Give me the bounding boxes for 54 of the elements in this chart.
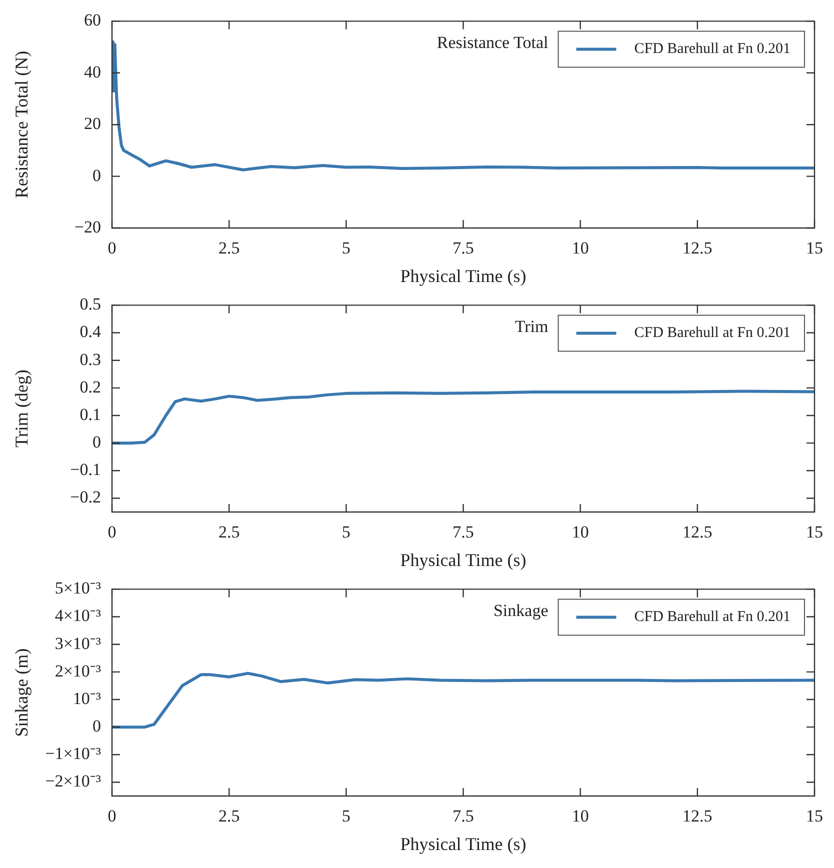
y-tick-label: 0 xyxy=(92,432,101,452)
y-tick-label: −1×10⁻³ xyxy=(45,744,101,764)
y-tick-label: 40 xyxy=(84,62,101,82)
x-tick-label: 0 xyxy=(108,806,116,826)
y-tick-label: −0.2 xyxy=(70,488,101,507)
text: Resistance Total xyxy=(436,33,549,52)
x-tick-label: 2.5 xyxy=(218,806,240,826)
x-tick-label: 5 xyxy=(342,238,350,258)
x-tick-label: 2.5 xyxy=(218,522,240,542)
y-tick-label: 2×10⁻³ xyxy=(54,661,101,680)
legend-label: CFD Barehull at Fn 0.201 xyxy=(634,609,790,626)
x-tick-label: 10 xyxy=(572,238,589,258)
x-tick-label: 5 xyxy=(342,522,350,542)
y-tick-label: −0.1 xyxy=(70,460,101,480)
y-tick-label: 0 xyxy=(92,716,101,736)
x-tick-label: 10 xyxy=(572,522,589,542)
x-tick-label: 12.5 xyxy=(682,806,712,826)
legend-label: CFD Barehull at Fn 0.201 xyxy=(634,41,790,58)
text: Trim xyxy=(514,317,548,336)
y-tick-label: 5×10⁻³ xyxy=(54,578,101,598)
x-tick-label: 7.5 xyxy=(452,806,474,826)
text: Sinkage xyxy=(493,601,548,620)
y-tick-label: 0.4 xyxy=(80,322,102,342)
x-axis-title: Physical Time (s) xyxy=(400,834,526,854)
x-tick-label: 10 xyxy=(572,806,589,826)
x-tick-label: 2.5 xyxy=(218,238,240,258)
y-tick-label: 0.1 xyxy=(80,404,101,424)
x-tick-label: 0 xyxy=(108,522,116,542)
x-tick-label: 5 xyxy=(342,806,350,826)
x-axis-title: Physical Time (s) xyxy=(400,266,526,286)
x-tick-label: 15 xyxy=(806,238,823,258)
x-tick-label: 7.5 xyxy=(452,522,474,542)
y-tick-label: 10⁻³ xyxy=(72,688,101,708)
x-tick-label: 15 xyxy=(806,806,823,826)
y-tick-label: 0 xyxy=(92,166,101,185)
y-tick-label: −20 xyxy=(74,217,101,236)
x-tick-label: 12.5 xyxy=(682,522,712,542)
y-tick-label: 4×10⁻³ xyxy=(54,606,101,626)
x-tick-label: 12.5 xyxy=(682,238,712,258)
x-tick-label: 15 xyxy=(806,522,823,542)
y-axis-title: Trim (deg) xyxy=(12,370,32,448)
legend-label: CFD Barehull at Fn 0.201 xyxy=(634,325,790,342)
y-axis-title: Resistance Total (N) xyxy=(12,50,32,198)
y-tick-label: 0.5 xyxy=(80,294,101,314)
y-tick-label: 0.3 xyxy=(80,350,101,369)
y-tick-label: 60 xyxy=(84,10,101,30)
y-tick-label: 20 xyxy=(84,114,101,134)
x-axis-title: Physical Time (s) xyxy=(400,550,526,570)
x-tick-label: 0 xyxy=(108,238,116,258)
y-tick-label: 0.2 xyxy=(80,377,101,396)
y-axis-title: Sinkage (m) xyxy=(12,648,32,737)
y-tick-label: −2×10⁻³ xyxy=(45,772,101,791)
y-tick-label: 3×10⁻³ xyxy=(54,634,101,653)
x-tick-label: 7.5 xyxy=(452,238,474,258)
